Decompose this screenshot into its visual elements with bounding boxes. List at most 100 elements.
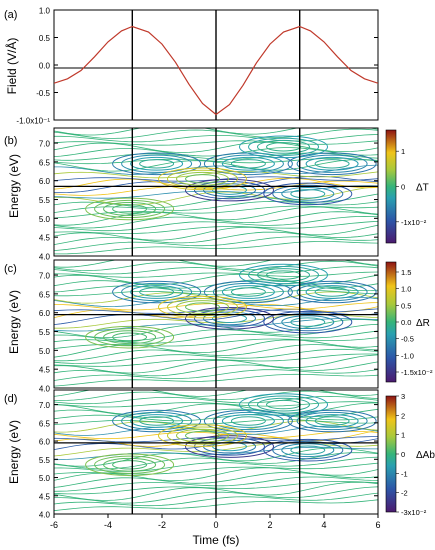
contour-ring	[121, 411, 193, 431]
panel-c-ylabel: Energy (eV)	[7, 290, 21, 354]
contour-ring	[185, 307, 274, 330]
contour-ring	[305, 156, 359, 171]
y-tick-label: 7.0	[39, 140, 51, 149]
contour-ring	[296, 154, 368, 173]
x-tick-label: 2	[267, 520, 272, 530]
contour-ring	[290, 189, 326, 199]
colorbar-scale	[385, 129, 397, 244]
contour-ring	[194, 181, 265, 200]
contour-ring	[239, 263, 328, 287]
y-tick-label: 4.0	[39, 511, 51, 520]
contour-ring	[266, 399, 301, 410]
contour-ring	[257, 139, 310, 154]
colorbar-tick-label: -3x10⁻²	[401, 508, 427, 517]
x-tick-label: -6	[50, 520, 58, 530]
colorbar-tick-label: -2	[401, 489, 408, 498]
x-tick-label: 4	[321, 520, 326, 530]
colorbar-tick-label: 1.5	[401, 268, 411, 277]
contour-ring	[112, 152, 202, 176]
contour-ring	[176, 300, 229, 314]
contour-ring	[212, 411, 284, 431]
panel-c-tag: (c)	[4, 263, 17, 275]
contour-ring	[94, 199, 166, 219]
contour-ring	[112, 409, 202, 433]
contour-ring	[85, 453, 175, 477]
contour-ring	[130, 285, 184, 299]
contour-ring	[158, 167, 247, 191]
contour-ring	[287, 409, 377, 433]
contour-ring	[263, 438, 353, 462]
contour-ring	[185, 302, 220, 312]
panel-c: (c) Energy (eV) 7.0 6.5 6.0 5.5 5.0 4.5 4.0 1.…	[4, 259, 433, 394]
y-tick-label: 4.5	[39, 492, 51, 501]
y-tick-label: 6.5	[39, 290, 51, 299]
panel-b-tag: (b)	[4, 135, 17, 147]
contour-ring	[85, 197, 175, 221]
y-tick-label: 5.0	[39, 474, 51, 483]
colorbar-scale	[385, 261, 397, 383]
contour-ring	[314, 287, 350, 297]
colorbar-tick-label: 0.5	[401, 301, 411, 310]
y-tick-label: -0.5	[36, 89, 50, 98]
panel-b-markers	[53, 127, 379, 257]
contour-ring	[185, 178, 274, 202]
contour-ring	[305, 285, 359, 299]
panel-b: (b) Energy (eV) 7.0 6.5 6.0 5.5 5.0 4.5 4.0 1 0…	[4, 127, 429, 262]
contour-ring	[263, 310, 353, 334]
colorbar-tick-label: -1.0	[401, 351, 414, 360]
contour-ring	[112, 460, 148, 470]
colorbar-tick-label: 1	[401, 147, 405, 156]
contour-ring	[266, 142, 301, 152]
colorbar-tick-label: -0.5	[401, 335, 414, 344]
contour-ring	[290, 317, 326, 327]
contour-ring	[167, 426, 238, 445]
colorbar-tick-label: 1	[401, 431, 405, 440]
contour-ring	[212, 282, 284, 302]
panel-c-markers	[53, 259, 379, 389]
contour-ring	[221, 156, 275, 171]
colorbar-tick-label: -1	[401, 469, 408, 478]
contour-ring	[139, 287, 175, 297]
contour-ring	[248, 395, 319, 414]
y-tick-label: -1.0x10⁻¹	[16, 117, 50, 126]
y-tick-label: 5.5	[39, 328, 51, 337]
panel-a: (a) Field (V/Å) 1.0 0.5 0.0 -0.5 -1.0x10⁻¹	[4, 7, 379, 126]
contour-ring	[158, 295, 247, 319]
contour-ring	[314, 416, 350, 426]
y-tick-label: 5.5	[39, 196, 51, 205]
panel-b-colorbar: 1 0 -1x10⁻² ΔT	[385, 129, 429, 244]
contour-ring	[112, 204, 148, 214]
panel-c-colorbar: 1.5 1.0 0.5 0.0 -0.5 -1.0 -1.5x10⁻² ΔR	[385, 261, 433, 383]
colorbar-tick-label: 2	[401, 411, 405, 420]
contour-ring	[281, 443, 335, 458]
contour-ring	[185, 174, 220, 184]
contour-ring	[263, 182, 353, 206]
panel-c-y-ticks: 7.0 6.5 6.0 5.5 5.0 4.5 4.0	[39, 272, 378, 394]
x-axis-label: Time (fs)	[193, 533, 240, 547]
contour-ring	[139, 159, 175, 169]
contour-ring	[272, 313, 344, 332]
contour-ring	[112, 332, 148, 342]
colorbar-tick-label: -1x10⁻²	[401, 218, 427, 227]
y-tick-label: 5.0	[39, 347, 51, 356]
contour-ring	[230, 159, 266, 169]
y-tick-label: 6.0	[39, 177, 51, 186]
panel-a-y-ticks: 1.0 0.5 0.0 -0.5 -1.0x10⁻¹	[16, 7, 378, 126]
contour-ring	[121, 154, 193, 173]
contour-ring	[248, 265, 319, 285]
panel-d-colorbar: 3 2 1 0 -1 -2 -3x10⁻² ΔAb	[385, 392, 435, 517]
y-tick-label: 5.5	[39, 456, 51, 465]
contour-ring	[230, 416, 266, 426]
colorbar-tick-label: -1.5x10⁻²	[401, 368, 433, 377]
x-tick-label: -2	[158, 520, 166, 530]
colorbar-tick-label: 1.0	[401, 285, 411, 294]
panel-d-tag: (d)	[4, 393, 17, 405]
panel-d-ylabel: Energy (eV)	[7, 420, 21, 484]
colorbar-scale	[385, 395, 397, 513]
y-tick-label: 6.0	[39, 309, 51, 318]
colorbar-label: ΔR	[416, 318, 430, 329]
y-tick-label: 6.5	[39, 419, 51, 428]
contour-ring	[221, 285, 275, 299]
contour-ring	[158, 424, 247, 447]
contour-ring	[296, 282, 368, 302]
